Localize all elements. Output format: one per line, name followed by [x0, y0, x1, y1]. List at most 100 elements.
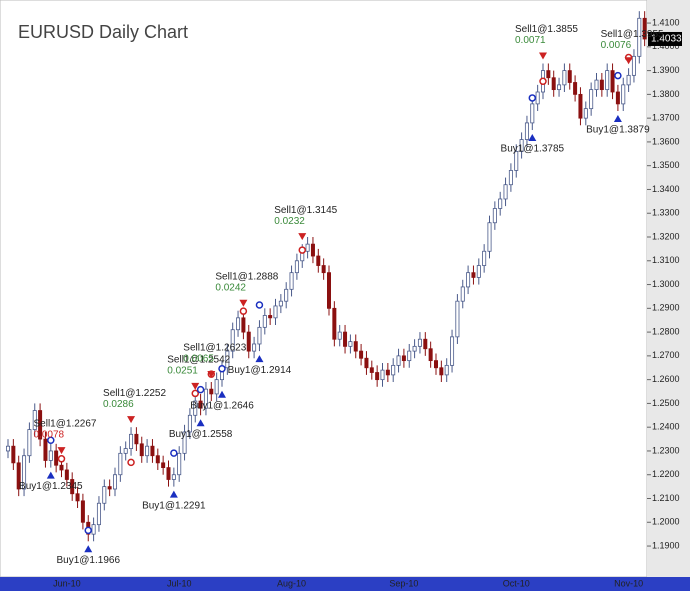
sell-arrow — [127, 416, 136, 424]
y-tick-label: 1.2100 — [652, 493, 680, 503]
candle-body — [273, 305, 278, 319]
candle-body — [64, 469, 69, 480]
signal-price — [255, 301, 264, 309]
candle-body — [326, 272, 331, 309]
signal-profit: 0.0071 — [515, 35, 546, 46]
candle-body — [514, 151, 519, 171]
candle-body — [364, 357, 369, 369]
signal-label: Buy1@1.2558 — [169, 429, 233, 440]
candle-body — [198, 400, 203, 409]
candle-body — [359, 350, 364, 359]
candle-body — [246, 331, 251, 352]
candle-body — [102, 486, 107, 504]
candle-body — [407, 350, 412, 362]
candle-body — [524, 122, 529, 140]
y-tick-label: 1.3600 — [652, 136, 680, 146]
candle-body — [369, 367, 374, 373]
candle-body — [27, 429, 32, 457]
candle-body — [43, 438, 48, 461]
candle-body — [257, 326, 262, 345]
candle-body — [230, 329, 235, 352]
buy-arrow — [84, 545, 93, 553]
candle-body — [535, 91, 540, 105]
candle-body — [508, 170, 513, 186]
candle-body — [557, 84, 562, 91]
candle-body — [187, 414, 192, 433]
signal-price — [84, 526, 92, 535]
candle-body — [466, 272, 471, 288]
buy-arrow — [169, 490, 178, 498]
y-tick-label: 1.2400 — [652, 422, 680, 432]
candle-body — [209, 388, 214, 395]
candle-body — [145, 445, 150, 457]
candle-body — [268, 315, 273, 319]
candle-body — [59, 464, 64, 471]
candle-body — [503, 184, 508, 200]
candle-body — [214, 379, 219, 395]
signal-label: Buy1@1.2291 — [142, 500, 206, 511]
signal-price — [528, 94, 537, 102]
signal-label: Buy1@1.3879 — [586, 125, 650, 136]
signal-price — [127, 458, 135, 467]
candle-body — [583, 108, 588, 119]
signal-price — [47, 436, 55, 445]
signal-price — [298, 246, 306, 254]
signal-profit: 0.0242 — [215, 282, 246, 293]
candle-body — [75, 493, 80, 502]
candle-body — [305, 243, 310, 252]
plot-area — [0, 0, 648, 578]
candle-body — [348, 341, 353, 347]
candle-body — [337, 331, 342, 340]
candle-body — [621, 84, 626, 105]
candle-body — [96, 502, 101, 526]
candle-body — [589, 89, 594, 110]
candle-body — [80, 500, 85, 523]
sell-arrow — [191, 382, 200, 390]
signal-label: Sell1@1.2623 — [183, 343, 246, 354]
candle-body — [610, 70, 615, 93]
candle-body — [16, 462, 21, 490]
candle-body — [139, 443, 144, 457]
signal-profit: 0.0065 — [183, 354, 214, 365]
y-tick-label: 1.2800 — [652, 326, 680, 336]
candle-body — [637, 17, 642, 57]
candle-body — [642, 17, 647, 40]
y-tick-label: 1.2600 — [652, 374, 680, 384]
y-tick-label: 1.1900 — [652, 540, 680, 550]
time-axis — [0, 577, 690, 591]
candle-body — [562, 70, 567, 86]
signal-price — [614, 71, 622, 80]
signal-profit: 0.0286 — [103, 399, 134, 410]
y-tick-label: 1.3400 — [652, 184, 680, 194]
candle-body — [615, 91, 620, 105]
candle-body — [155, 455, 160, 464]
y-tick-label: 1.3800 — [652, 89, 680, 99]
candle-body — [380, 369, 385, 381]
x-tick-label: Jul-10 — [167, 578, 192, 588]
buy-arrow — [196, 419, 205, 427]
candle-body — [321, 265, 326, 274]
candle-body — [182, 431, 187, 454]
y-tick-label: 1.4000 — [652, 41, 680, 51]
y-tick-label: 1.2000 — [652, 517, 680, 527]
candle-body — [171, 474, 176, 480]
candle-body — [118, 452, 123, 476]
candle-body — [54, 450, 59, 466]
candle-body — [107, 486, 112, 490]
candle-body — [123, 448, 128, 454]
candle-body — [193, 400, 198, 416]
candle-body — [166, 467, 171, 480]
candle-body — [573, 82, 578, 95]
buy-arrow — [218, 390, 226, 398]
sell-arrow — [298, 233, 307, 241]
signal-profit: 0.0251 — [167, 366, 198, 377]
last-price: 1.4033 — [651, 34, 682, 45]
price-axis — [647, 0, 690, 577]
signal-label: Sell1@1.3855 — [515, 24, 578, 35]
candle-body — [567, 70, 572, 83]
candle-body — [343, 331, 348, 347]
sell-arrow — [624, 57, 633, 65]
candle-body — [460, 286, 465, 302]
candle-body — [401, 355, 406, 362]
candle-body — [482, 250, 487, 266]
